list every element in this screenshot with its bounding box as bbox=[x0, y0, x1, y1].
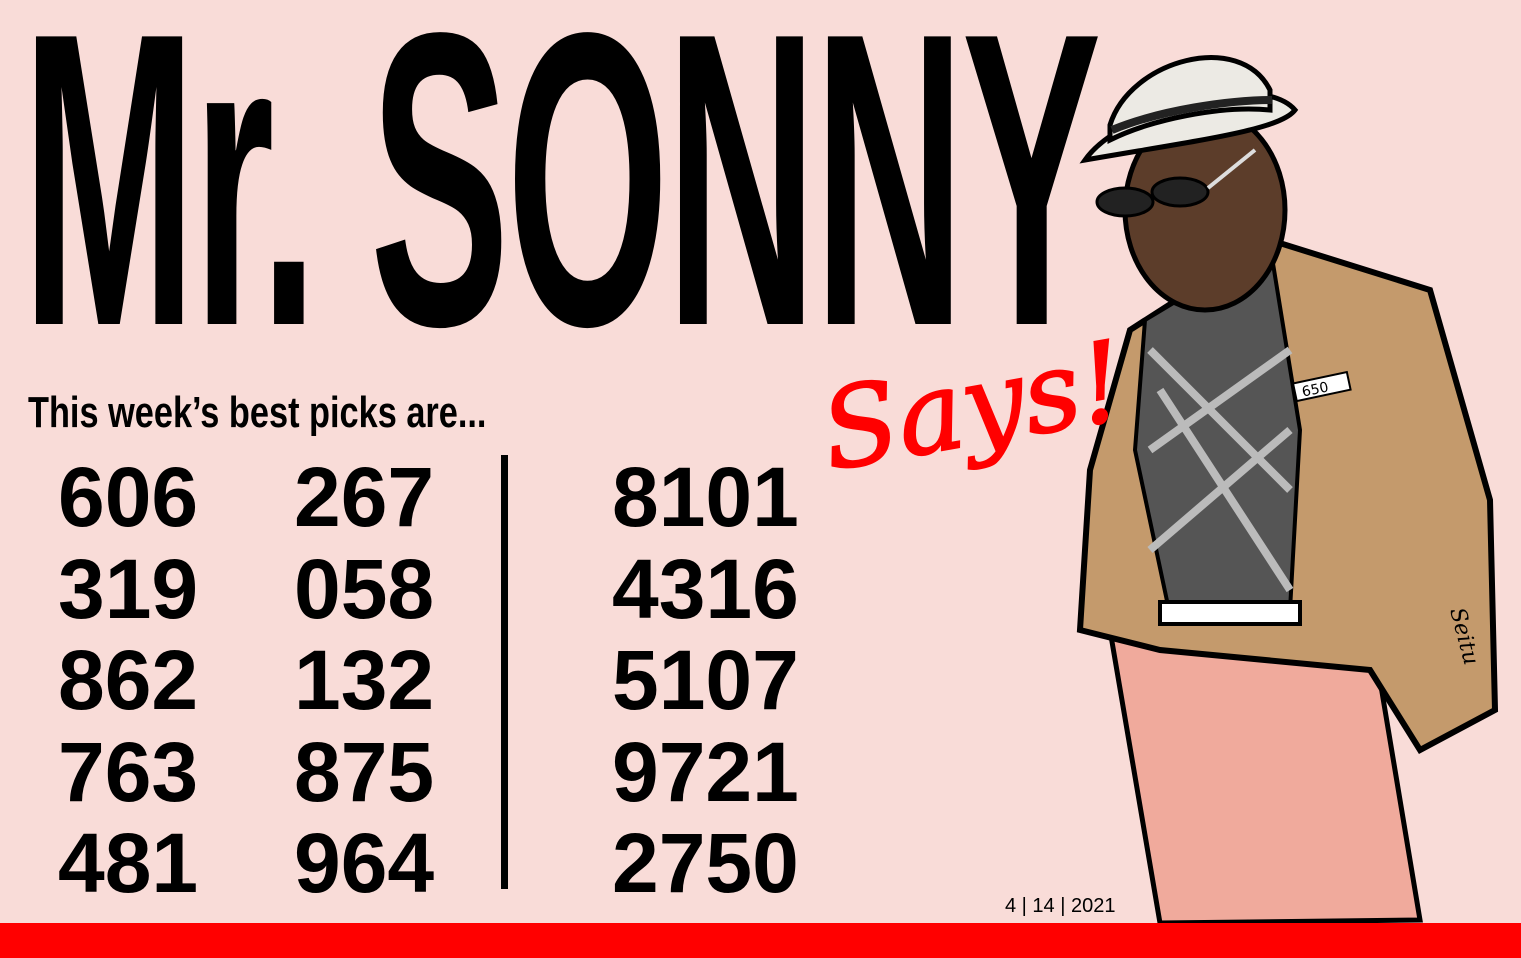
says-text: Says! bbox=[812, 317, 1133, 496]
pick-number: 481 bbox=[58, 816, 199, 910]
pick-number: 862 bbox=[58, 633, 199, 727]
column-divider bbox=[501, 455, 508, 889]
pick-number: 8101 bbox=[612, 450, 799, 544]
pick-number: 4316 bbox=[612, 541, 799, 636]
date: 4 | 14 | 2021 bbox=[1005, 895, 1116, 917]
picks-column-2: 267 058 132 875 964 bbox=[294, 450, 435, 910]
picks-column-1: 606 319 862 763 481 bbox=[58, 450, 199, 910]
pick-number: 058 bbox=[294, 541, 435, 636]
pick-number: 763 bbox=[58, 724, 199, 819]
picks-column-3: 8101 4316 5107 9721 2750 bbox=[612, 450, 799, 910]
pocket-number: 650 bbox=[1301, 379, 1330, 400]
pick-number: 5107 bbox=[612, 633, 799, 727]
pick-number: 319 bbox=[58, 541, 199, 636]
pick-number: 875 bbox=[294, 724, 435, 819]
pick-number: 9721 bbox=[612, 724, 799, 819]
mr-sonny-illustration: 650 Seitu bbox=[1076, 55, 1499, 923]
pick-number: 606 bbox=[58, 450, 199, 544]
pick-number: 2750 bbox=[612, 816, 799, 910]
title: Mr. SONNY bbox=[22, 0, 1101, 413]
pick-number: 267 bbox=[294, 450, 435, 544]
footer-bar bbox=[0, 923, 1521, 958]
pick-number: 964 bbox=[294, 816, 435, 910]
subtitle: This week’s best picks are... bbox=[28, 388, 487, 437]
pick-number: 132 bbox=[294, 633, 435, 727]
